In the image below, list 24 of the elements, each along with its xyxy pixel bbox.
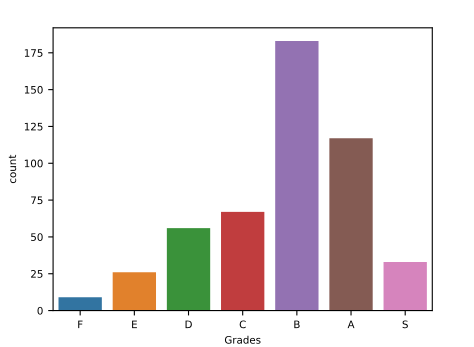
x-tick-label: C <box>240 320 246 328</box>
y-axis-title: count <box>8 154 16 184</box>
x-tick-label: S <box>402 320 408 328</box>
bar <box>221 212 264 311</box>
x-tick-label: B <box>294 320 300 328</box>
x-tick-label: F <box>78 320 83 328</box>
x-axis-title: Grades <box>224 336 261 344</box>
y-tick-label: 125 <box>24 122 42 130</box>
bar <box>58 297 102 311</box>
x-tick-label: D <box>186 320 192 328</box>
y-tick-label: 100 <box>24 160 43 168</box>
y-tick-label: 50 <box>31 233 43 241</box>
x-tick-label: A <box>348 320 354 328</box>
y-tick-label: 0 <box>38 306 43 315</box>
bar <box>275 41 319 311</box>
y-tick-label: 25 <box>31 270 42 278</box>
bar <box>166 228 210 311</box>
y-tick-label: 175 <box>24 49 42 57</box>
x-tick-label: E <box>132 320 137 328</box>
bar <box>112 272 156 311</box>
y-tick-label: 75 <box>31 196 42 204</box>
bar <box>329 138 373 311</box>
y-tick-label: 150 <box>24 86 43 94</box>
bar <box>384 262 427 311</box>
